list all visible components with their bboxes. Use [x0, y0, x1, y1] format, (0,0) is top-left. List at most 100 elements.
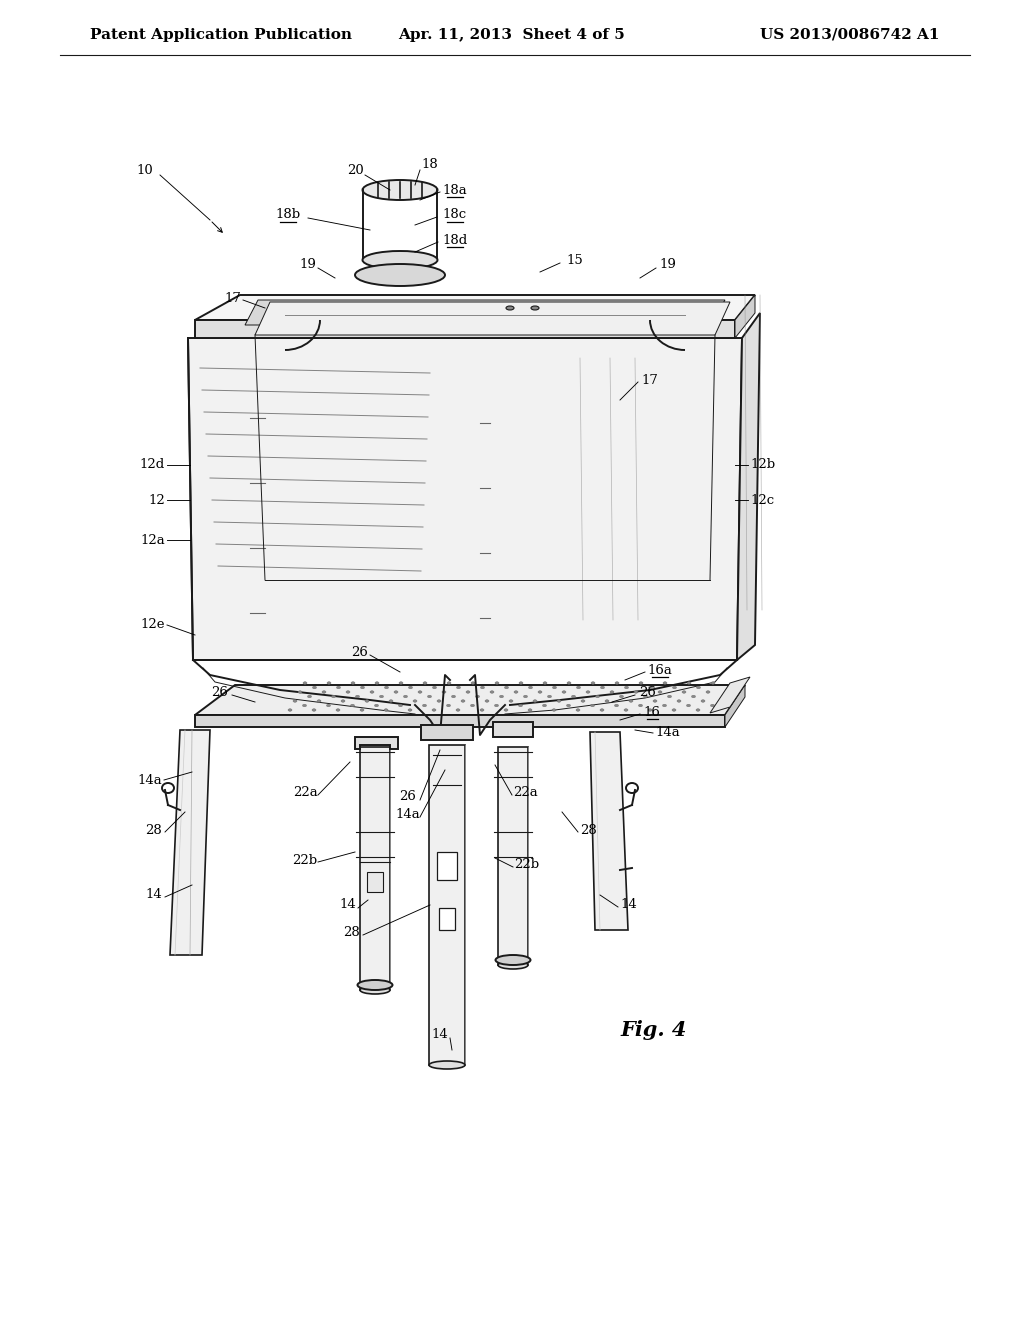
Ellipse shape: [429, 1061, 465, 1069]
Ellipse shape: [413, 700, 417, 702]
Ellipse shape: [452, 696, 456, 698]
Polygon shape: [188, 338, 742, 660]
Ellipse shape: [509, 700, 513, 702]
Ellipse shape: [490, 690, 494, 693]
Ellipse shape: [639, 705, 642, 706]
Ellipse shape: [312, 686, 316, 689]
Ellipse shape: [461, 700, 465, 702]
Ellipse shape: [312, 709, 316, 711]
Text: 12: 12: [148, 494, 165, 507]
Ellipse shape: [629, 700, 633, 702]
Ellipse shape: [375, 705, 379, 706]
Polygon shape: [195, 319, 735, 338]
Ellipse shape: [403, 696, 408, 698]
Ellipse shape: [351, 681, 355, 684]
Ellipse shape: [375, 681, 379, 684]
Ellipse shape: [706, 690, 710, 693]
Ellipse shape: [362, 180, 437, 201]
Text: 14a: 14a: [395, 808, 421, 821]
Text: 14: 14: [340, 899, 356, 912]
Ellipse shape: [600, 686, 604, 689]
Ellipse shape: [446, 705, 451, 706]
Text: 12c: 12c: [750, 494, 774, 507]
Text: Fig. 4: Fig. 4: [620, 1020, 686, 1040]
Ellipse shape: [634, 690, 638, 693]
Text: 26: 26: [351, 645, 369, 659]
Ellipse shape: [581, 700, 585, 702]
Ellipse shape: [696, 709, 700, 711]
Polygon shape: [735, 294, 755, 338]
Ellipse shape: [380, 696, 384, 698]
Text: US 2013/0086742 A1: US 2013/0086742 A1: [761, 28, 940, 42]
Ellipse shape: [567, 681, 571, 684]
Text: 19: 19: [300, 259, 316, 272]
Ellipse shape: [673, 686, 677, 689]
Ellipse shape: [350, 705, 354, 706]
Ellipse shape: [562, 690, 566, 693]
Polygon shape: [170, 730, 210, 954]
Ellipse shape: [442, 690, 446, 693]
Text: 22b: 22b: [293, 854, 317, 866]
Ellipse shape: [543, 705, 547, 706]
Text: 17: 17: [224, 292, 242, 305]
Text: 26: 26: [399, 791, 417, 804]
Ellipse shape: [423, 705, 427, 706]
Text: 26: 26: [640, 685, 656, 698]
Ellipse shape: [399, 681, 403, 684]
Ellipse shape: [591, 681, 595, 684]
Ellipse shape: [389, 700, 393, 702]
Text: Patent Application Publication: Patent Application Publication: [90, 28, 352, 42]
Ellipse shape: [495, 705, 499, 706]
Ellipse shape: [423, 681, 427, 684]
Ellipse shape: [373, 183, 427, 197]
Polygon shape: [737, 313, 760, 660]
Ellipse shape: [408, 709, 412, 711]
Ellipse shape: [496, 954, 530, 965]
Ellipse shape: [418, 690, 422, 693]
Ellipse shape: [523, 696, 527, 698]
Text: 18: 18: [422, 158, 438, 172]
Ellipse shape: [701, 700, 705, 702]
Ellipse shape: [384, 709, 388, 711]
Ellipse shape: [605, 700, 609, 702]
Polygon shape: [360, 747, 390, 990]
Ellipse shape: [355, 696, 359, 698]
Ellipse shape: [519, 681, 523, 684]
Text: 18b: 18b: [275, 209, 301, 222]
Text: 16a: 16a: [647, 664, 673, 676]
Ellipse shape: [686, 705, 690, 706]
Ellipse shape: [596, 696, 599, 698]
Ellipse shape: [648, 709, 652, 711]
Ellipse shape: [543, 681, 547, 684]
Text: 14a: 14a: [655, 726, 680, 739]
Ellipse shape: [528, 686, 532, 689]
Bar: [367, 873, 383, 892]
Polygon shape: [355, 737, 398, 748]
Text: 15: 15: [566, 253, 584, 267]
Text: Apr. 11, 2013  Sheet 4 of 5: Apr. 11, 2013 Sheet 4 of 5: [398, 28, 626, 42]
Ellipse shape: [298, 690, 302, 693]
Polygon shape: [245, 300, 725, 325]
Text: 22a: 22a: [513, 785, 538, 799]
Ellipse shape: [470, 705, 474, 706]
Text: 22b: 22b: [514, 858, 540, 871]
Ellipse shape: [495, 681, 499, 684]
Ellipse shape: [427, 696, 431, 698]
Ellipse shape: [365, 700, 369, 702]
Ellipse shape: [437, 700, 441, 702]
Ellipse shape: [357, 979, 392, 990]
Text: 18d: 18d: [442, 234, 468, 247]
Ellipse shape: [528, 709, 532, 711]
Polygon shape: [590, 733, 628, 931]
Polygon shape: [195, 685, 745, 715]
Ellipse shape: [504, 709, 508, 711]
Text: 10: 10: [136, 164, 154, 177]
Ellipse shape: [687, 681, 691, 684]
Text: 14: 14: [432, 1028, 449, 1041]
Ellipse shape: [553, 686, 556, 689]
Ellipse shape: [663, 681, 667, 684]
Ellipse shape: [610, 690, 614, 693]
Ellipse shape: [653, 700, 657, 702]
Text: 14: 14: [145, 888, 162, 902]
Polygon shape: [498, 747, 528, 965]
